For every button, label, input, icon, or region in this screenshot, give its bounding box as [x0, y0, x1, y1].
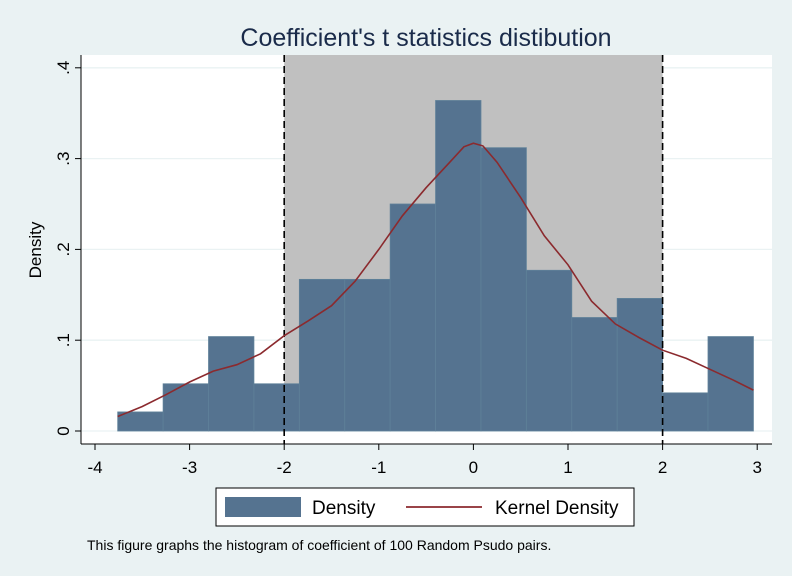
histogram-bar	[480, 147, 527, 432]
y-tick-label: .4	[54, 61, 73, 75]
histogram-bar	[707, 336, 754, 432]
chart-title: Coefficient's t statistics distibution	[240, 24, 611, 52]
histogram-bar	[571, 317, 618, 432]
histogram-bar	[162, 383, 209, 432]
histogram-bar	[662, 392, 709, 432]
legend-label-density: Density	[312, 498, 376, 519]
x-tick-label: 3	[752, 458, 761, 477]
x-tick-label: -1	[371, 458, 386, 477]
histogram-bar	[435, 100, 482, 432]
histogram-bar	[616, 298, 664, 432]
kernel-density-line	[117, 142, 754, 418]
plot-area: 0 .1 .2 .3 .4 -4 -3 -2 -1 0 1 2 3	[54, 55, 772, 477]
histogram-bar	[389, 203, 436, 432]
x-tick-label: 2	[658, 458, 667, 477]
x-tick-label: -2	[277, 458, 292, 477]
y-tick-label: .1	[54, 333, 73, 347]
histogram-bar	[344, 278, 391, 432]
histogram-bar	[298, 278, 346, 432]
x-tick-label: 1	[563, 458, 572, 477]
y-tick-label: .2	[54, 242, 73, 256]
legend-label-kernel-density: Kernel Density	[495, 498, 619, 519]
histogram-bar	[525, 269, 573, 432]
x-tick-label: 0	[469, 458, 478, 477]
x-tick-label: -4	[87, 458, 102, 477]
figure-note: This figure graphs the histogram of coef…	[87, 537, 551, 553]
legend: Density Kernel Density	[215, 487, 635, 527]
histogram-bar	[208, 336, 255, 432]
y-tick-label: .3	[54, 152, 73, 166]
histogram-bar	[117, 411, 164, 432]
x-tick-label: -3	[182, 458, 197, 477]
y-axis-label: Density	[26, 221, 45, 278]
legend-swatch-density	[225, 497, 301, 517]
y-tick-label: 0	[54, 426, 73, 435]
histogram-bar	[253, 383, 300, 432]
